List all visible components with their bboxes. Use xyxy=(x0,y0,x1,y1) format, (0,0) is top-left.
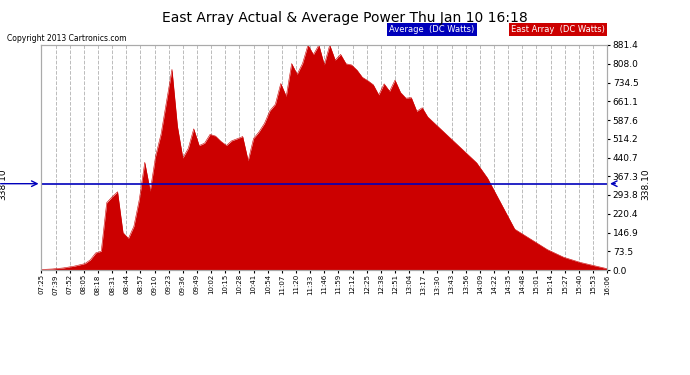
Text: Average  (DC Watts): Average (DC Watts) xyxy=(389,25,475,34)
Text: East Array  (DC Watts): East Array (DC Watts) xyxy=(511,25,605,34)
Text: 338.10: 338.10 xyxy=(0,168,7,200)
Text: Copyright 2013 Cartronics.com: Copyright 2013 Cartronics.com xyxy=(7,34,126,43)
Text: 338.10: 338.10 xyxy=(642,168,651,200)
Text: East Array Actual & Average Power Thu Jan 10 16:18: East Array Actual & Average Power Thu Ja… xyxy=(162,11,528,25)
